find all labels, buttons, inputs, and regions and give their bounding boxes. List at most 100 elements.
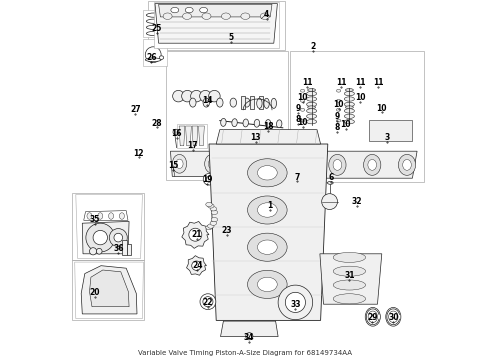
Ellipse shape: [241, 159, 248, 168]
Circle shape: [182, 90, 193, 102]
Bar: [290, 51, 424, 182]
Ellipse shape: [273, 159, 280, 168]
Ellipse shape: [307, 97, 317, 101]
Polygon shape: [76, 194, 143, 258]
Text: 10: 10: [297, 118, 308, 127]
Bar: [127, 244, 130, 255]
Ellipse shape: [199, 7, 208, 13]
Polygon shape: [155, 4, 277, 43]
Ellipse shape: [185, 7, 193, 13]
Ellipse shape: [205, 154, 219, 173]
Ellipse shape: [206, 225, 212, 230]
Bar: [122, 240, 127, 255]
Text: 18: 18: [263, 122, 274, 131]
Ellipse shape: [344, 91, 354, 96]
Polygon shape: [320, 254, 382, 304]
Bar: [241, 96, 245, 109]
Ellipse shape: [172, 154, 187, 173]
Ellipse shape: [202, 13, 211, 19]
Ellipse shape: [190, 98, 196, 107]
Ellipse shape: [308, 89, 316, 91]
Ellipse shape: [300, 99, 305, 102]
Text: 1: 1: [268, 201, 273, 210]
Text: 22: 22: [203, 298, 213, 307]
Ellipse shape: [257, 166, 277, 180]
Text: 31: 31: [344, 271, 355, 280]
Text: 4: 4: [264, 10, 269, 19]
Ellipse shape: [307, 109, 317, 113]
Polygon shape: [220, 321, 278, 337]
Ellipse shape: [211, 210, 218, 215]
Circle shape: [145, 47, 161, 63]
Bar: [72, 193, 144, 260]
Circle shape: [206, 176, 212, 182]
Ellipse shape: [147, 13, 164, 17]
Ellipse shape: [247, 270, 287, 298]
Text: 6: 6: [329, 173, 334, 182]
Ellipse shape: [327, 181, 333, 184]
Circle shape: [172, 90, 184, 102]
Text: 11: 11: [336, 78, 347, 87]
Ellipse shape: [159, 56, 164, 59]
Text: 17: 17: [188, 141, 198, 150]
Circle shape: [346, 269, 354, 278]
Text: 32: 32: [351, 197, 362, 206]
Text: 35: 35: [89, 215, 99, 224]
Bar: [144, 10, 167, 37]
Polygon shape: [291, 151, 417, 178]
Text: 16: 16: [172, 129, 182, 138]
Polygon shape: [74, 262, 144, 319]
Polygon shape: [84, 211, 128, 220]
Bar: [369, 120, 413, 141]
Circle shape: [191, 90, 202, 102]
Polygon shape: [90, 270, 129, 307]
Ellipse shape: [337, 108, 341, 111]
Ellipse shape: [389, 311, 398, 323]
Text: 10: 10: [376, 104, 387, 112]
Ellipse shape: [220, 118, 226, 126]
Ellipse shape: [210, 221, 217, 225]
Ellipse shape: [208, 224, 214, 228]
Ellipse shape: [260, 13, 270, 19]
Circle shape: [341, 265, 359, 283]
Ellipse shape: [203, 98, 210, 107]
Ellipse shape: [98, 213, 103, 219]
Ellipse shape: [344, 120, 354, 124]
Ellipse shape: [364, 154, 381, 175]
Polygon shape: [209, 144, 328, 320]
Circle shape: [97, 248, 102, 254]
Polygon shape: [192, 126, 198, 146]
Text: 10: 10: [355, 93, 366, 102]
Ellipse shape: [211, 217, 218, 222]
Ellipse shape: [333, 159, 342, 170]
Circle shape: [245, 333, 253, 340]
Text: 27: 27: [130, 105, 141, 114]
Text: 9: 9: [295, 104, 301, 113]
Text: Variable Valve Timing Piston-A-Size Diagram for 68149734AA: Variable Valve Timing Piston-A-Size Diag…: [138, 350, 352, 356]
Ellipse shape: [368, 159, 376, 170]
Text: 2: 2: [311, 42, 316, 51]
Bar: [250, 96, 254, 109]
Ellipse shape: [247, 233, 287, 261]
Ellipse shape: [329, 154, 346, 175]
Ellipse shape: [257, 203, 277, 217]
Text: 13: 13: [250, 133, 261, 142]
Ellipse shape: [171, 7, 179, 13]
Polygon shape: [179, 126, 185, 146]
Circle shape: [90, 248, 97, 255]
Text: 8: 8: [295, 115, 301, 124]
Ellipse shape: [221, 13, 230, 19]
Text: 26: 26: [146, 53, 157, 62]
Bar: [148, 1, 285, 50]
Ellipse shape: [344, 109, 354, 113]
Circle shape: [199, 90, 211, 102]
Ellipse shape: [254, 119, 260, 127]
Ellipse shape: [145, 58, 161, 62]
Polygon shape: [216, 130, 320, 144]
Ellipse shape: [232, 119, 237, 127]
Ellipse shape: [337, 89, 341, 92]
Ellipse shape: [247, 196, 287, 224]
Ellipse shape: [298, 159, 307, 170]
Ellipse shape: [163, 13, 172, 19]
Ellipse shape: [241, 13, 250, 19]
